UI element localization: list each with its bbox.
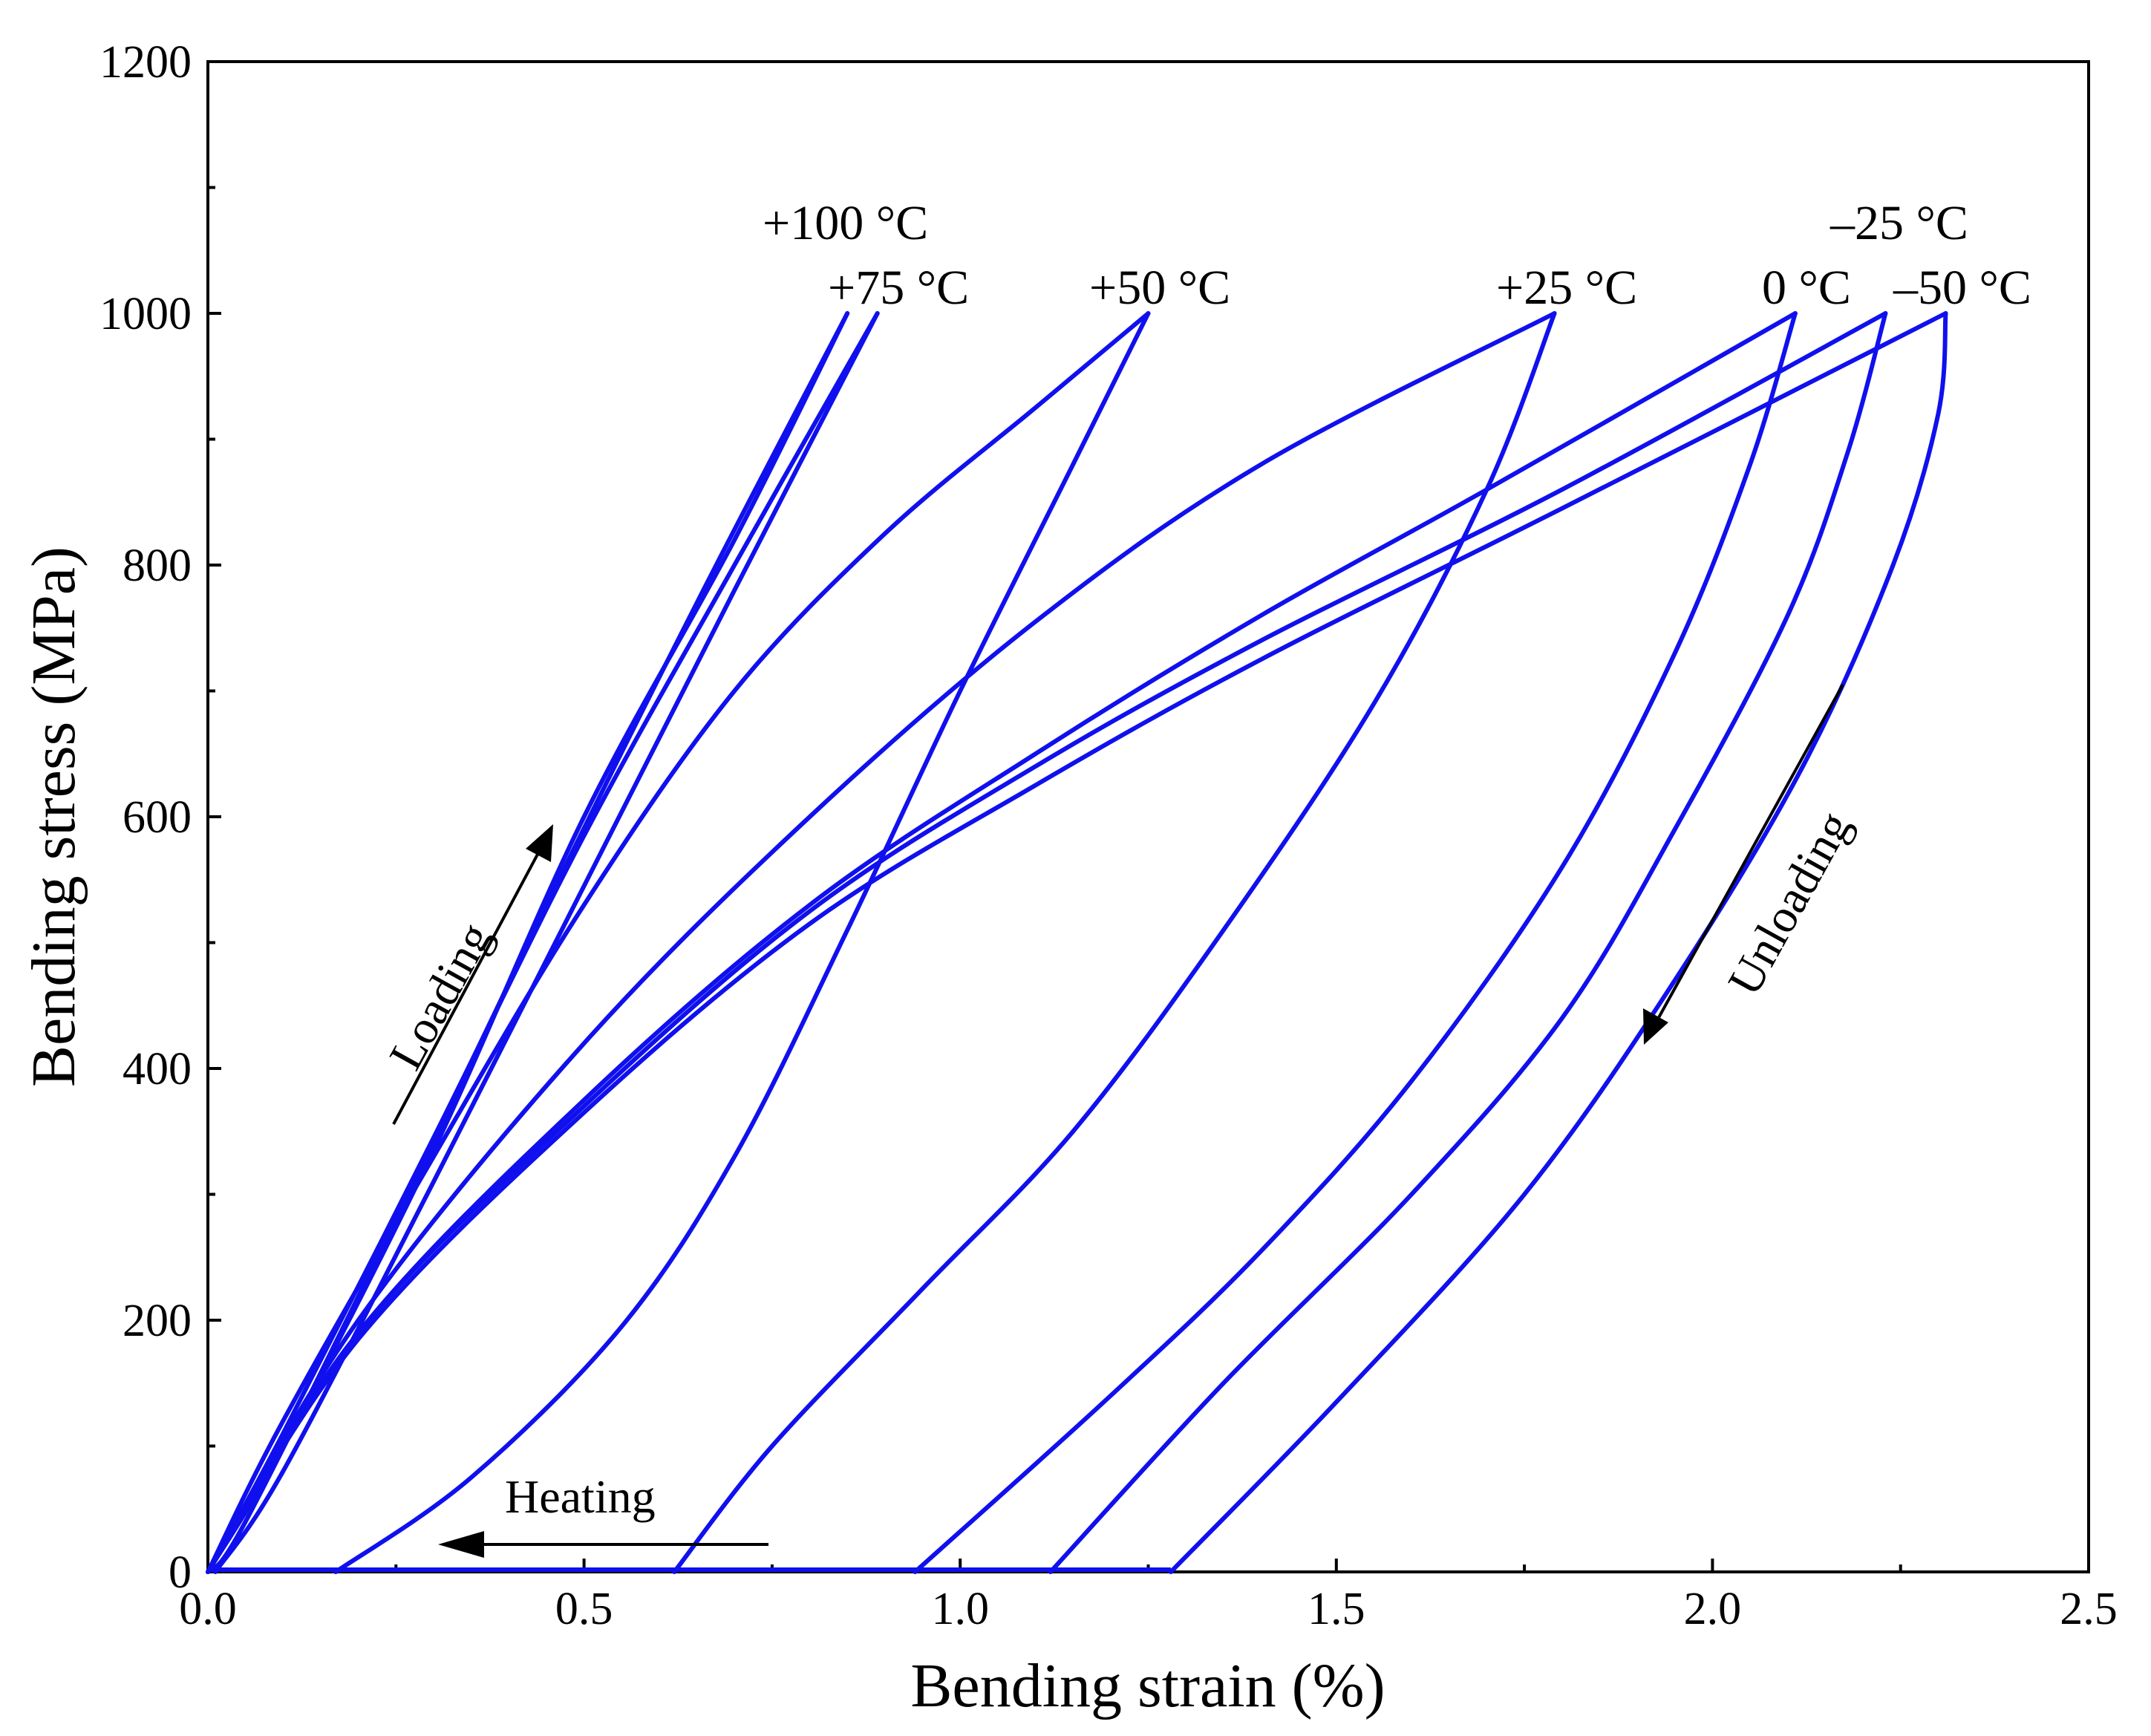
y-tick-label: 200 [123,1296,192,1346]
loading-curve [206,311,1888,1574]
heating-arrow [438,1531,768,1558]
label-plus25: +25 °C [1496,261,1637,315]
x-tick-label: 2.5 [2060,1584,2118,1634]
y-axis-ticks: 0 200 400 600 800 1000 1200 [99,37,221,1598]
unloading-curve [1048,311,1888,1574]
x-axis-ticks: 0.0 0.5 1.0 1.5 2.0 2.5 [179,1559,2118,1634]
label-plus100: +100 °C [763,196,928,250]
y-tick-label: 0 [169,1547,192,1598]
y-tick-label: 800 [123,541,192,591]
loading-label: Loading [379,914,501,1078]
label-minus50: –50 °C [1893,261,2031,315]
y-tick-label: 600 [123,792,192,843]
y-tick-label: 1200 [99,37,192,88]
x-tick-label: 2.0 [1684,1584,1742,1634]
x-axis-title: Bending strain (%) [910,1651,1385,1720]
loading-curve [206,311,1151,1574]
label-zero: 0 °C [1762,261,1851,315]
loading-arrow [392,824,553,1125]
y-tick-label: 1000 [99,289,192,339]
x-tick-label: 0.0 [179,1584,237,1634]
label-plus50: +50 °C [1089,261,1230,315]
label-plus75: +75 °C [828,261,969,315]
y-tick-label: 400 [123,1044,192,1094]
x-tick-label: 1.5 [1308,1584,1365,1634]
x-tick-label: 1.0 [931,1584,989,1634]
unloading-label: Unloading [1717,803,1861,1004]
unloading-curve [672,311,1557,1574]
unloading-curve [333,311,1151,1574]
loading-curve [206,311,880,1574]
x-tick-label: 0.5 [555,1584,613,1634]
loading-curve [206,311,1557,1574]
series--75-c [206,311,880,1574]
y-axis-title: Bending stress (MPa) [19,546,88,1087]
label-minus25: –25 °C [1830,196,1968,250]
loading-curve [206,311,1948,1574]
unloading-arrow [1643,684,1844,1045]
unloading-curve [913,311,1798,1574]
heating-label: Heating [505,1470,656,1523]
